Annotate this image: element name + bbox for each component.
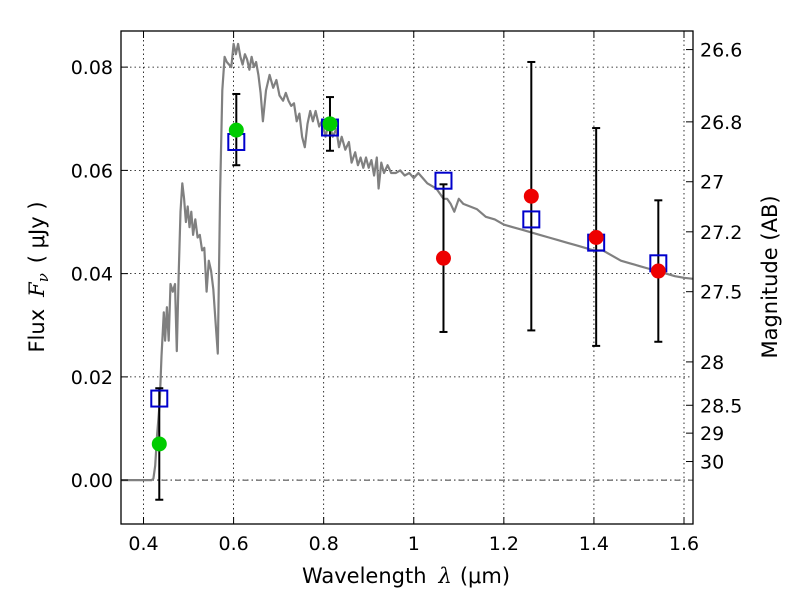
- x-tick-label: 0.6: [218, 533, 248, 555]
- x-tick-label: 1.4: [579, 533, 609, 555]
- y2-tick-label: 27: [700, 172, 724, 194]
- x-tick-label: 1.2: [489, 533, 519, 555]
- y2-tick-label: 26.6: [700, 40, 742, 62]
- model-bandpass-markers: [150, 118, 668, 408]
- model-bandpass-point: [150, 389, 169, 408]
- observed-markers: [151, 116, 666, 452]
- plot-frame: [120, 30, 694, 525]
- y-tick-label: 0.02: [71, 367, 113, 389]
- y-tick-label: 0.08: [71, 57, 113, 79]
- model-bandpass-point: [522, 210, 541, 229]
- y-axis-label: FluxFν( μJy ): [25, 201, 52, 352]
- observed-point: [650, 263, 666, 279]
- y2-tick-label: 28: [700, 352, 724, 374]
- model-bandpass-point: [434, 171, 453, 190]
- observed-point: [228, 122, 244, 138]
- x-tick-label: 0.8: [309, 533, 339, 555]
- y-axis-ticks: 0.00 0.02 0.04 0.06 0.08: [71, 57, 128, 492]
- y2-tick-label: 27.2: [700, 222, 742, 244]
- y2-tick-label: 28.5: [700, 395, 742, 417]
- y2-tick-label: 29: [700, 423, 724, 445]
- model-sed-line: [121, 42, 693, 482]
- y2-axis-ticks: 26.6 26.8 27 27.2 27.5 28 28.5 29 30: [686, 40, 742, 474]
- y2-tick-label: 30: [700, 452, 724, 474]
- observed-point: [523, 188, 539, 204]
- observed-point: [588, 229, 604, 245]
- observed-point: [151, 436, 167, 452]
- plot-contents: [121, 42, 693, 501]
- x-axis-label: Wavelength λ (μm): [302, 564, 510, 588]
- x-tick-label: 1.6: [669, 533, 699, 555]
- grid: [121, 31, 693, 524]
- y-tick-label: 0.06: [71, 160, 113, 182]
- y-tick-label: 0.00: [71, 470, 113, 492]
- y-tick-label: 0.04: [71, 264, 113, 286]
- x-tick-label: 0.4: [128, 533, 158, 555]
- observed-point: [322, 116, 338, 132]
- x-tick-label: 1: [408, 533, 420, 555]
- y2-tick-label: 27.5: [700, 282, 742, 304]
- x-axis-ticks: 0.4 0.6 0.8 1 1.2 1.4 1.6: [128, 31, 699, 555]
- y2-axis-label: Magnitude (AB): [758, 195, 782, 358]
- y2-tick-label: 26.8: [700, 112, 742, 134]
- observed-point: [435, 250, 451, 266]
